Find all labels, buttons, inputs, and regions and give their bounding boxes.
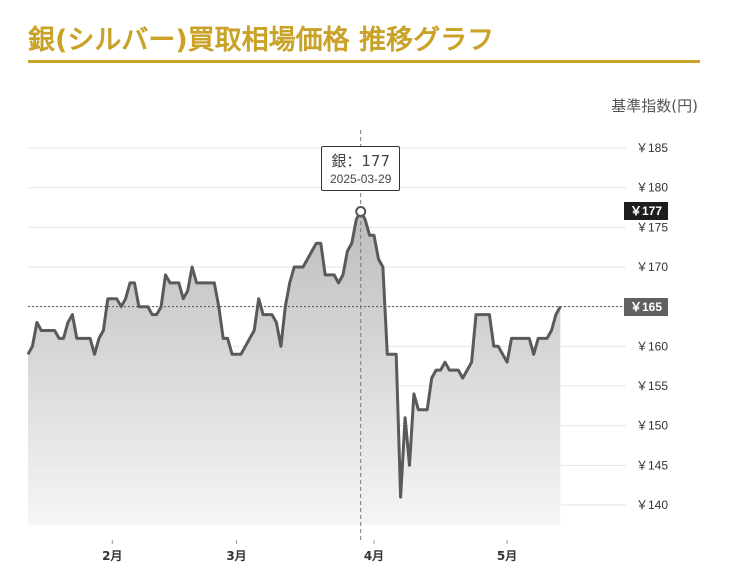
area-fill-group [28, 211, 561, 525]
title-underline [28, 60, 700, 63]
x-tick-label: 2月 [102, 549, 122, 563]
crosshair-group [355, 130, 367, 540]
x-tick-label: 5月 [497, 549, 517, 563]
x-axis-ticks: 2月 3月 4月 5月 [102, 540, 517, 563]
y-tick-label: ￥185 [636, 141, 668, 155]
x-tick-label: 3月 [226, 549, 246, 563]
tooltip-value: 銀：177 [331, 152, 391, 170]
x-tick-label: 4月 [364, 549, 384, 563]
y-tick-label: ￥175 [636, 220, 668, 234]
hover-tooltip: 銀：177 2025-03-29 [321, 146, 401, 191]
series-line [26, 210, 562, 499]
y-tick-label: ￥140 [636, 498, 668, 512]
page-title: 銀(シルバー)買取相場価格 推移グラフ [28, 25, 495, 56]
series-line-group [26, 210, 562, 499]
y-tick-label: ￥150 [636, 419, 668, 433]
y-tick-label: ￥145 [636, 458, 668, 472]
y-tick-label: ￥180 [636, 181, 668, 195]
hover-value-badge: ￥177 [624, 202, 669, 220]
y-axis-ticks: ￥185￥180￥175￥170￥165￥160￥155￥150￥145￥140 [636, 141, 668, 512]
y-tick-label: ￥170 [636, 260, 668, 274]
current-value-badge: ￥165 [624, 298, 669, 316]
highlight-point[interactable] [355, 205, 367, 217]
y-axis-unit-label: 基準指数(円) [611, 97, 698, 115]
y-tick-label: ￥155 [636, 379, 668, 393]
y-tick-label: ￥160 [636, 339, 668, 353]
tooltip-date: 2025-03-29 [330, 172, 392, 186]
area-fill [28, 211, 561, 525]
